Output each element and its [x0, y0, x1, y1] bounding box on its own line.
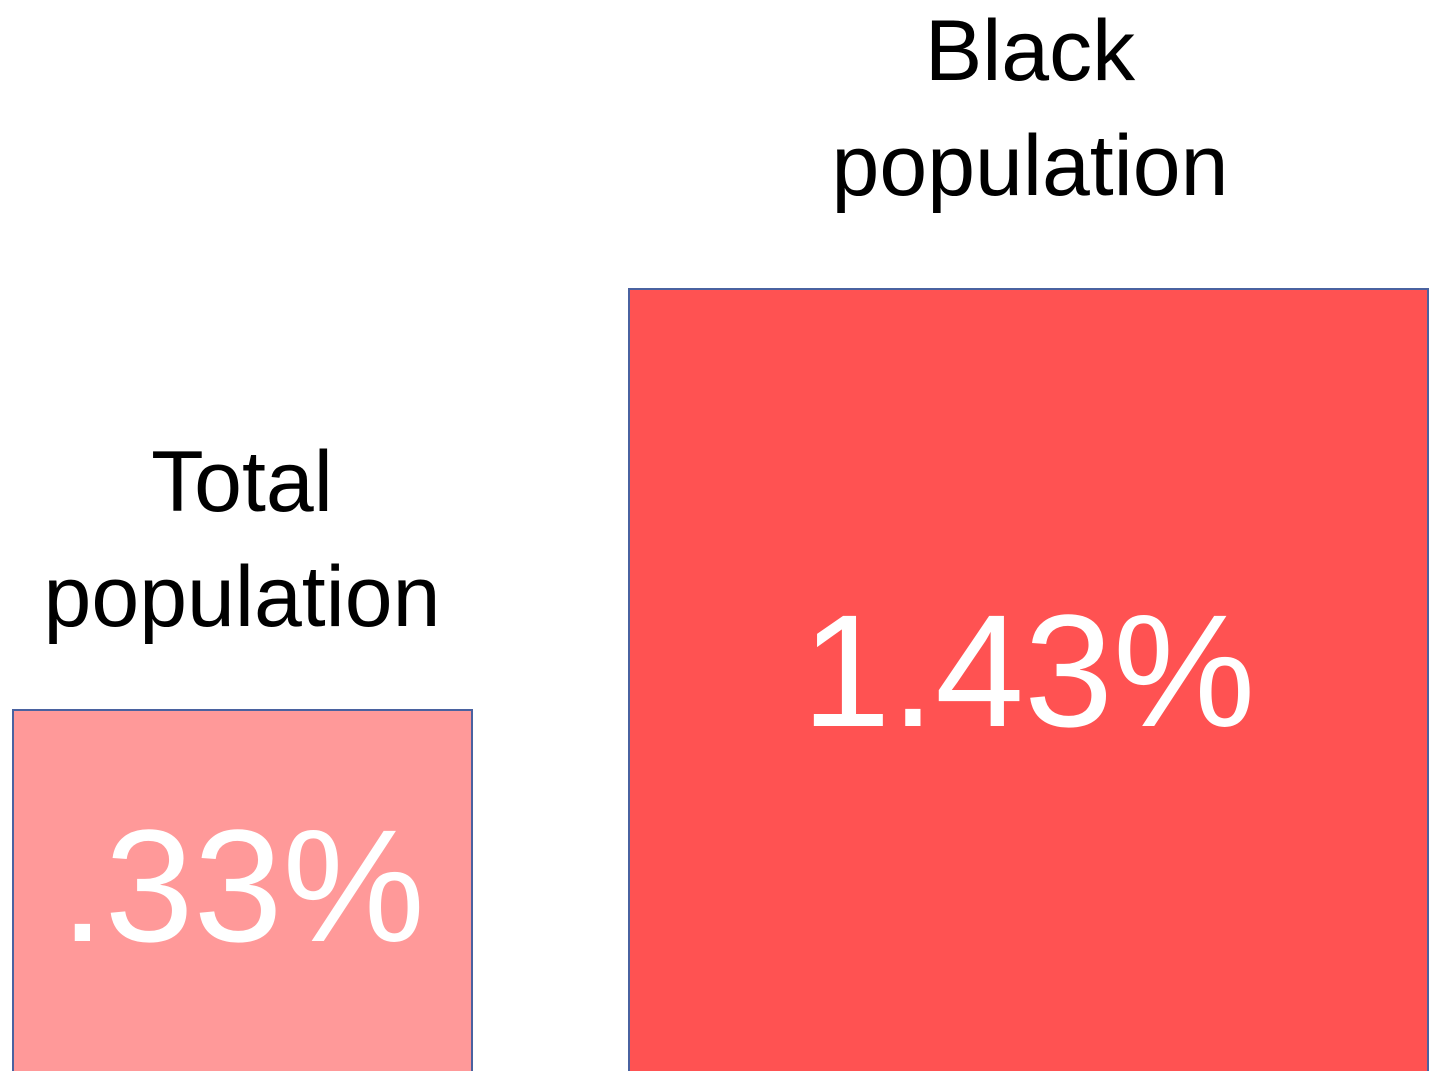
group-box: 1.43%	[628, 288, 1429, 1071]
group-box: .33%	[12, 709, 473, 1071]
group-label: Black population	[831, 3, 1229, 214]
group-label: Total population	[43, 434, 441, 645]
group-value: 1.43%	[801, 580, 1256, 760]
group-value: .33%	[60, 796, 425, 975]
